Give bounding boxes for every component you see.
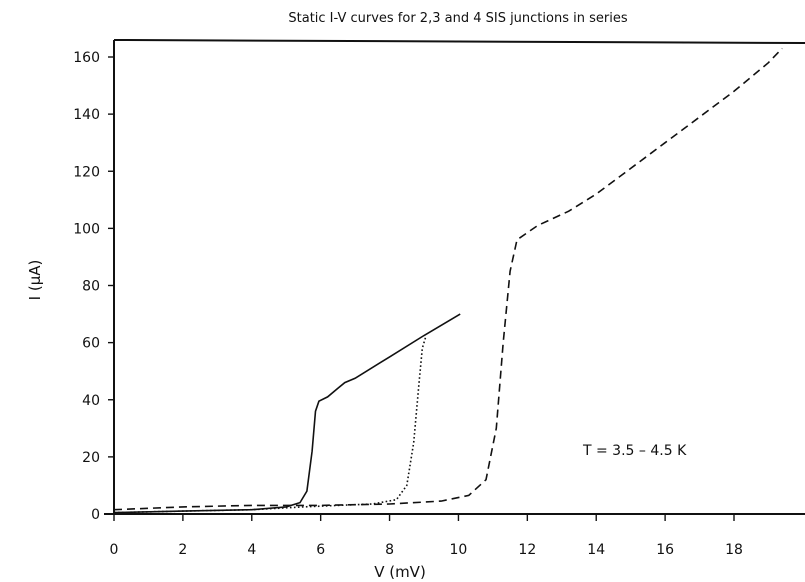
x-tick-label: 8 (385, 542, 394, 558)
temperature-annotation: T = 3.5 – 4.5 K (582, 443, 687, 459)
y-tick-label: 120 (73, 164, 100, 180)
series-solid-line (113, 313, 461, 514)
x-tick-label: 16 (656, 542, 674, 558)
x-tick-label: 4 (247, 542, 256, 558)
x-tick-label: 2 (178, 542, 187, 558)
y-tick-label: 0 (91, 507, 100, 523)
y-tick-label: 100 (73, 221, 100, 237)
series-layer (113, 47, 783, 514)
top-frame-line (113, 39, 805, 44)
y-axis-label: I (μA) (26, 260, 44, 301)
x-tick-label: 14 (587, 542, 605, 558)
x-tick-label: 18 (725, 542, 743, 558)
x-ticks: 0 2 4 6 8 10 12 14 16 18 (110, 514, 743, 558)
x-axis-label: V (mV) (374, 563, 426, 581)
y-ticks: 0 20 40 60 80 100 120 140 160 (73, 50, 114, 523)
chart-title: Static I-V curves for 2,3 and 4 SIS junc… (288, 11, 627, 26)
y-tick-label: 140 (73, 107, 100, 123)
y-tick-label: 160 (73, 50, 100, 66)
x-tick-label: 10 (450, 542, 468, 558)
x-tick-label: 12 (518, 542, 536, 558)
y-tick-label: 20 (82, 450, 100, 466)
y-tick-label: 40 (82, 393, 100, 409)
series-dashed-line (113, 47, 783, 511)
y-tick-label: 60 (82, 336, 100, 352)
x-tick-label: 6 (316, 542, 325, 558)
x-tick-label: 0 (110, 542, 119, 558)
y-tick-label: 80 (82, 279, 100, 295)
